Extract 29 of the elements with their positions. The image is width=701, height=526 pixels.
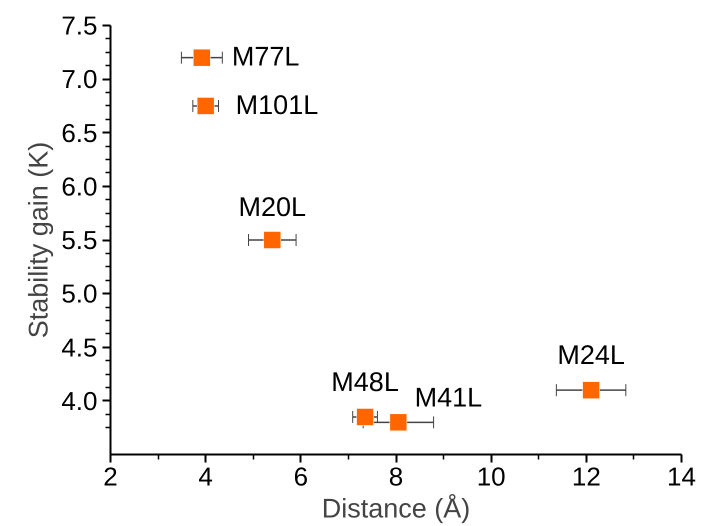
point [356,408,374,426]
y-tick-label: 6.0 [61,171,98,202]
annotation: M20L [238,192,306,222]
point [196,97,214,115]
y-tick-label: 7.5 [61,10,98,40]
x-axis-title: Distance (Å) [322,494,470,524]
point [193,48,211,66]
y-tick-label: 6.5 [61,118,98,148]
point [264,231,282,249]
x-tick-label: 8 [388,462,404,492]
x-tick-label: 14 [667,462,696,492]
annotation: M24L [557,340,625,370]
y-tick-label: 7.0 [61,64,98,94]
y-tick-label: 5.5 [61,225,98,255]
annotation: M77L [232,42,300,72]
y-tick-label: 4.0 [61,386,98,416]
point [390,414,408,432]
annotation: M41L [414,382,482,412]
y-axis-title: Stability gain (K) [23,142,54,338]
annotation: M48L [331,366,399,397]
y-tick-label: 4.5 [61,332,98,362]
annotation: M101L [236,90,318,120]
point [582,381,600,399]
x-tick-label: 6 [294,462,308,492]
x-tick-label: 4 [198,462,213,492]
y-tick-label: 5.0 [61,278,98,309]
x-tick-label: 10 [476,462,506,492]
x-tick-label: 2 [103,462,118,492]
x-tick-label: 12 [572,462,601,492]
